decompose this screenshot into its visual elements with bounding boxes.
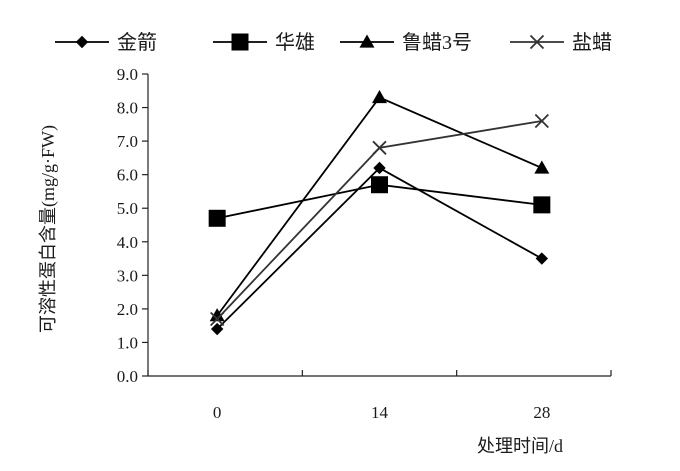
data-point	[373, 161, 386, 175]
x-axis-title: 处理时间/d	[477, 436, 563, 456]
data-point	[209, 308, 225, 322]
series-1	[210, 161, 549, 336]
legend-marker	[75, 35, 89, 49]
data-point	[534, 113, 549, 129]
data-point	[210, 322, 224, 336]
data-point	[210, 311, 225, 327]
x-tick-label: 14	[371, 403, 389, 422]
legend-marker	[231, 33, 249, 51]
legend-item: 金箭	[55, 31, 157, 54]
legend-item: 盐蜡	[510, 31, 612, 54]
data-point	[372, 89, 387, 104]
y-tick-label: 6.0	[117, 166, 138, 185]
y-tick-label: 2.0	[117, 300, 138, 319]
legend-label: 金箭	[117, 31, 157, 54]
data-point	[534, 160, 550, 174]
legend-item: 华雄	[213, 31, 315, 54]
series-layer	[208, 89, 551, 336]
data-point	[535, 252, 549, 265]
series-line	[216, 120, 542, 320]
legend-label: 华雄	[275, 31, 315, 54]
axes: 0.0 1.0 2.0 3.0 4.0 5.0 6.0 7.0 8.0 9.0 0 14 28	[117, 65, 612, 422]
y-tick-label: 4.0	[117, 233, 138, 252]
x-tick-label: 28	[533, 403, 550, 422]
series-2	[208, 176, 551, 227]
legend-marker	[359, 34, 375, 48]
y-tick-label: 5.0	[117, 199, 138, 218]
data-point	[371, 176, 388, 194]
series-line	[216, 96, 543, 317]
y-tick-label: 8.0	[117, 99, 138, 118]
y-tick-label: 9.0	[117, 65, 138, 84]
y-tick-label: 7.0	[117, 132, 138, 151]
y-tick-label: 1.0	[117, 333, 138, 352]
series-3	[209, 89, 550, 322]
data-point	[533, 196, 551, 214]
legend-label: 盐蜡	[572, 31, 612, 54]
legend-label: 鲁蜡3号	[402, 31, 472, 54]
series-4	[210, 113, 549, 327]
legend-item: 鲁蜡3号	[340, 31, 472, 54]
y-tick-label: 0.0	[117, 367, 138, 386]
legend-marker	[529, 34, 545, 50]
x-tick-label: 0	[213, 403, 222, 422]
y-axis-title: 可溶性蛋白含量(mg/g·FW)	[38, 125, 59, 333]
data-point	[208, 209, 226, 227]
legend: 金箭 华雄 鲁蜡3号 盐蜡	[55, 31, 612, 54]
y-tick-label: 3.0	[117, 266, 138, 285]
data-point	[372, 140, 387, 155]
